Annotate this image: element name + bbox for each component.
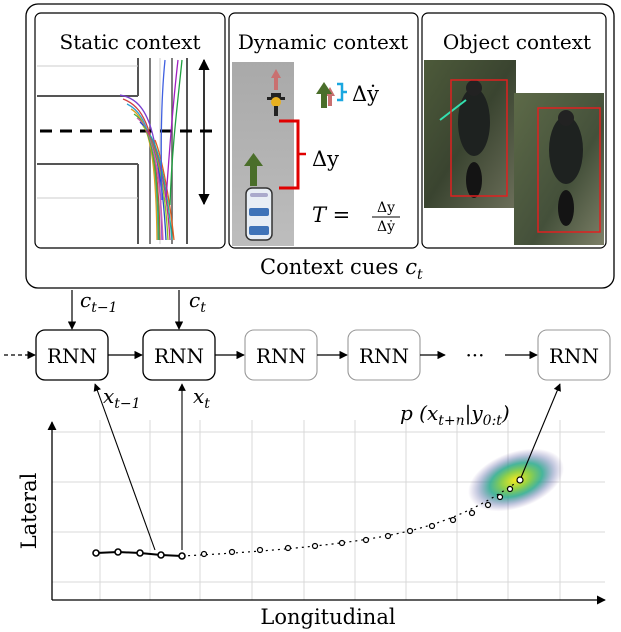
- ttc-lhs: T =: [312, 203, 350, 227]
- svg-text:RNN: RNN: [549, 344, 599, 368]
- ttc-numerator: Δy: [377, 200, 395, 216]
- y-axis-label: Lateral: [17, 472, 41, 549]
- rnn-chain: RNN RNN RNN RNN RNN ··· ct−1 ct: [4, 288, 611, 429]
- state-arrow-1: [93, 383, 156, 551]
- camera-frame-1: [424, 60, 516, 208]
- chain-ellipsis: ···: [465, 343, 484, 367]
- svg-text:RNN: RNN: [47, 344, 97, 368]
- intersection-map: [37, 58, 220, 244]
- svg-text:RNN: RNN: [256, 344, 306, 368]
- predicted-trajectory: [181, 479, 521, 557]
- delta-ydot-label: Δẏ: [352, 82, 379, 106]
- trajectory-plot: Longitudinal Lateral: [17, 383, 606, 629]
- observed-points: [92, 548, 186, 560]
- cyclist-tracks: [119, 59, 183, 241]
- static-context-title: Static context: [60, 30, 201, 54]
- object-context-panel: Object context: [421, 12, 607, 249]
- velocity-arrows-icon: [316, 82, 335, 108]
- object-context-title: Object context: [443, 30, 591, 54]
- dynamic-context-title: Dynamic context: [238, 30, 408, 54]
- input-label-c-t-minus-1: ct−1: [80, 288, 117, 316]
- rnn-cell-4: RNN: [347, 329, 421, 381]
- input-label-c-t: ct: [189, 288, 206, 316]
- rnn-cell-5: RNN: [537, 329, 611, 381]
- delta-y-label: Δy: [312, 147, 339, 171]
- car-icon: [244, 153, 273, 241]
- context-panel: Static context: [25, 3, 615, 289]
- predicted-points: [200, 476, 524, 558]
- prediction-arrow: [519, 383, 561, 481]
- rnn-cell-3: RNN: [244, 329, 318, 381]
- state-label-x-t: xt: [193, 384, 210, 412]
- delta-ydot-bracket: [337, 82, 347, 102]
- rnn-cell-2: RNN: [142, 329, 216, 381]
- static-context-panel: Static context: [34, 12, 226, 249]
- prediction-label: p (xt+n|y0:t): [400, 401, 510, 429]
- ttc-denominator: Δẏ: [377, 219, 395, 235]
- rnn-cell-1: RNN: [35, 329, 109, 381]
- prediction-distribution: [468, 448, 564, 512]
- camera-frame-2: [514, 93, 604, 245]
- plot-grid: [52, 420, 605, 600]
- bbox-cyclist-2: [537, 107, 601, 233]
- svg-text:RNN: RNN: [154, 344, 204, 368]
- svg-text:RNN: RNN: [359, 344, 409, 368]
- state-label-x-t-minus-1: xt−1: [103, 384, 141, 412]
- bbox-cyclist-1: [450, 79, 508, 197]
- cyclist-icon: [267, 69, 285, 116]
- x-axis-label: Longitudinal: [260, 605, 395, 629]
- context-caption: Context cues ct: [260, 255, 423, 283]
- dynamic-context-panel: Dynamic context: [228, 12, 419, 249]
